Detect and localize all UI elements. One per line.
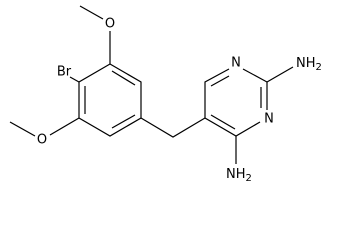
bond [69, 76, 80, 83]
atom-label: O [105, 17, 115, 32]
atom-label: NH2 [296, 56, 322, 74]
structure-diagram: O Br O N N NH2 NH2 [9, 5, 322, 185]
atom-label: NH2 [226, 167, 252, 185]
atom-label: O [37, 133, 47, 148]
bond [79, 5, 104, 20]
atom-label: N [231, 56, 241, 71]
label-main: NH [296, 56, 316, 71]
double-bond [111, 114, 136, 129]
atom-label: N [264, 112, 274, 127]
pyrimidine-ring [204, 68, 261, 137]
benzene-ring [78, 63, 142, 137]
atom-label: Br [57, 65, 72, 80]
bond [49, 117, 80, 136]
label-main: NH [226, 167, 246, 182]
label-subscript: 2 [316, 62, 322, 73]
bond [9, 121, 36, 137]
double-bond [111, 70, 136, 86]
double-bond [210, 75, 230, 87]
label-subscript: 2 [246, 173, 252, 184]
methylene-bond [140, 117, 206, 138]
atom-labels: O Br O N N NH2 NH2 [37, 17, 322, 185]
bond [266, 66, 294, 83]
page: {"atoms": { "bromine": "Br", "oxygen_top… [9, 5, 322, 185]
double-bond [210, 114, 236, 130]
bond [242, 68, 268, 83]
bonds [9, 5, 294, 164]
